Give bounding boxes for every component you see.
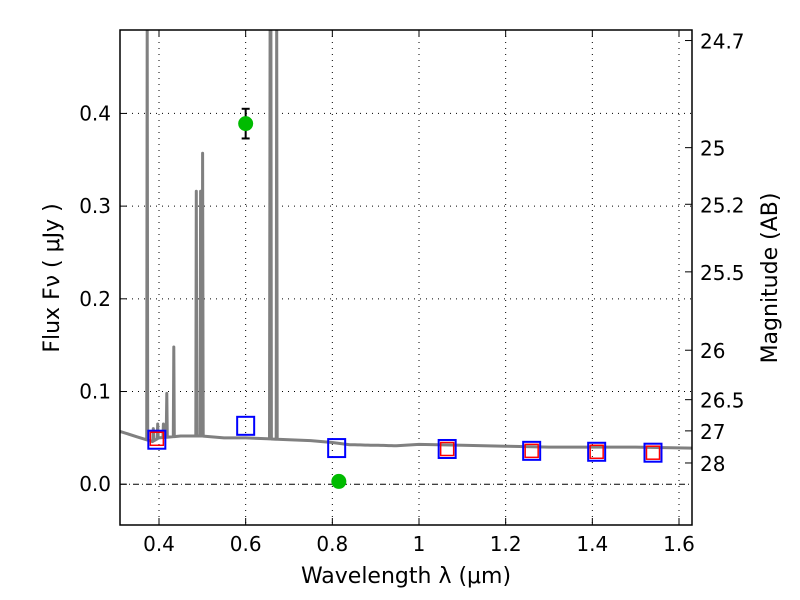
y-axis-title: Flux Fν ( μJy ) bbox=[40, 203, 65, 352]
axis-layer: 0.4 0.6 0.8 1 1.2 1.4 1.6 0.0 0.1 0.2 0.3 0.4 24.7 25… bbox=[79, 29, 745, 556]
model-photometry-blue-square bbox=[587, 441, 607, 462]
x-tick-label: 0.4 bbox=[143, 532, 175, 556]
right-tick-label: 25.5 bbox=[700, 261, 745, 285]
right-tick-label: 25 bbox=[700, 137, 725, 161]
observed-flux-point bbox=[331, 473, 347, 489]
model-photometry-red-square bbox=[645, 445, 661, 460]
right-tick-label: 26.5 bbox=[700, 389, 745, 413]
right-tick-label: 28 bbox=[700, 452, 725, 476]
plot-frame bbox=[119, 29, 693, 526]
model-photometry-blue-square bbox=[147, 429, 167, 450]
x-tick-label: 1.4 bbox=[576, 532, 608, 556]
x-tick-label: 1.6 bbox=[663, 532, 695, 556]
x-tick-label: 1.2 bbox=[490, 532, 522, 556]
model-photometry-red-square bbox=[589, 444, 604, 460]
grid-layer bbox=[120, 30, 692, 525]
y-tick-label: 0.4 bbox=[79, 101, 111, 125]
right-tick-label: 24.7 bbox=[700, 30, 745, 54]
x-tick-label: 0.8 bbox=[316, 532, 348, 556]
model-photometry-red-square bbox=[524, 443, 539, 459]
right-tick-label: 26 bbox=[700, 339, 725, 363]
model-photometry-blue-square bbox=[437, 438, 457, 459]
model-photometry-red-square bbox=[149, 431, 165, 447]
y-tick-label: 0.0 bbox=[79, 472, 111, 496]
data-layer bbox=[120, 30, 692, 489]
y-tick-label: 0.1 bbox=[79, 380, 111, 404]
model-photometry-blue-square bbox=[327, 438, 347, 459]
x-tick-label: 0.6 bbox=[230, 532, 262, 556]
right-tick-label: 27 bbox=[700, 420, 725, 444]
right-tick-label: 25.2 bbox=[700, 193, 745, 217]
y-tick-label: 0.3 bbox=[79, 194, 111, 218]
model-photometry-blue-square bbox=[643, 442, 663, 463]
model-photometry-red-square bbox=[439, 441, 455, 457]
model-sed-line bbox=[120, 30, 692, 450]
right-axis-title: Magnitude (AB) bbox=[758, 193, 783, 364]
x-tick-label: 1 bbox=[413, 532, 426, 556]
model-photometry-blue-square bbox=[522, 440, 542, 461]
model-photometry-blue-square bbox=[236, 415, 256, 436]
observed-flux-point bbox=[238, 116, 254, 132]
x-axis-title: Wavelength λ (μm) bbox=[301, 564, 511, 589]
y-tick-label: 0.2 bbox=[79, 287, 111, 311]
